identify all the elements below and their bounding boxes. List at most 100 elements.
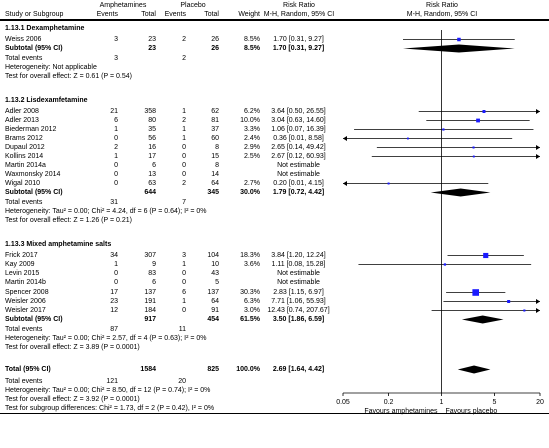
risk-ratio-ci: 3.84 [1.20, 12.24]: [271, 252, 326, 259]
total-events-row: Total events 87 11: [0, 325, 549, 334]
subtotal-total-amphetamines: 917: [144, 316, 156, 323]
total-amphetamines: 56: [148, 135, 156, 142]
subtotal-ci: 1.79 [0.72, 4.42]: [272, 189, 325, 196]
events-amphetamines: 34: [110, 252, 118, 259]
x-tick-label: 0.05: [336, 399, 350, 406]
subtotal-diamond: [402, 44, 515, 53]
events-placebo: 0: [182, 162, 186, 169]
events-placebo: 1: [182, 126, 186, 133]
total-events-amphetamines: 3: [114, 55, 118, 62]
risk-ratio-ci: 12.43 [0.74, 207.67]: [267, 307, 330, 314]
events-amphetamines: 23: [110, 298, 118, 305]
study-name: Martin 2014a: [5, 162, 46, 169]
study-name: Spencer 2008: [5, 289, 49, 296]
subtotal-diamond: [430, 188, 491, 197]
risk-ratio-ci: Not estimable: [277, 171, 320, 178]
study-name: Levin 2015: [5, 270, 40, 277]
overall-weight: 100.0%: [236, 366, 260, 373]
study-point: [472, 155, 475, 158]
total-placebo: 62: [211, 108, 219, 115]
weight: 6.3%: [244, 298, 260, 305]
weight: 2.5%: [244, 153, 260, 160]
study-point: [523, 309, 526, 312]
x-tick-label: 20: [536, 399, 544, 406]
table-row: Waxmonsky 2014 0 13 0 14 Not estimable: [0, 170, 549, 179]
weight: 8.5%: [244, 36, 260, 43]
heterogeneity-text: Heterogeneity: Tau² = 0.00; Chi² = 2.57,…: [5, 335, 207, 342]
overall-ci: 2.69 [1.64, 4.42]: [272, 366, 325, 373]
events-amphetamines: 1: [114, 153, 118, 160]
total-events-amphetamines: 31: [110, 199, 118, 206]
total-amphetamines: 16: [148, 144, 156, 151]
study-point: [482, 110, 486, 113]
events-amphetamines: 17: [110, 289, 118, 296]
overall-effect-text: Test for overall effect: Z = 1.26 (P = 0…: [5, 217, 132, 224]
total-placebo: 64: [211, 180, 219, 187]
study-point: [457, 37, 461, 42]
study-name: Adler 2013: [5, 117, 39, 124]
subgroup-title: 1.13.3 Mixed amphetamine salts: [5, 241, 112, 248]
total-events-row: Total events 31 7: [0, 198, 549, 207]
total-amphetamines: 307: [144, 252, 156, 259]
favours-placebo-label: Favours placebo: [446, 408, 498, 415]
risk-ratio-ci: 0.36 [0.01, 8.58]: [273, 135, 324, 142]
events-placebo: 1: [182, 135, 186, 142]
total-amphetamines: 63: [148, 180, 156, 187]
weight: 6.2%: [244, 108, 260, 115]
study-name: Biederman 2012: [5, 126, 57, 133]
risk-ratio-ci: 7.71 [1.06, 55.93]: [271, 298, 326, 305]
weight: 3.6%: [244, 261, 260, 268]
x-tick-label: 1: [440, 399, 444, 406]
risk-ratio-ci: 0.20 [0.01, 4.15]: [273, 180, 324, 187]
ci-right-arrow: [536, 299, 540, 304]
method-column-header: M-H, Random, 95% CI: [263, 11, 335, 18]
risk-ratio-chart-header: Risk Ratio: [426, 2, 458, 9]
study-point: [472, 289, 480, 296]
risk-ratio-ci: Not estimable: [277, 279, 320, 286]
events-placebo: 2: [182, 117, 186, 124]
ci-left-arrow: [343, 136, 347, 141]
footer-text: Test for subgroup differences: Chi² = 1.…: [5, 405, 215, 412]
subtotal-ci: 3.50 [1.86, 6.59]: [272, 316, 325, 323]
weight: 30.3%: [240, 289, 260, 296]
table-row: Brams 2012 0 56 1 60 2.4% 0.36 [0.01, 8.58]: [0, 134, 549, 143]
total-placebo: 91: [211, 307, 219, 314]
total-placebo: 5: [215, 279, 219, 286]
events-placebo: 0: [182, 153, 186, 160]
weight: 2.7%: [244, 180, 260, 187]
study-name: Kollins 2014: [5, 153, 44, 160]
subgroup-title: 1.13.2 Lisdexamfetamine: [5, 97, 88, 104]
total-amphetamines: 9: [152, 261, 156, 268]
risk-ratio-ci: Not estimable: [277, 270, 320, 277]
table-row: Kollins 2014 1 17 0 15 2.5% 2.67 [0.12, 60.93]: [0, 152, 549, 161]
risk-ratio-ci: 3.64 [0.50, 26.55]: [271, 108, 326, 115]
ci-left-arrow: [343, 181, 347, 186]
study-point: [406, 137, 409, 140]
total-placebo: 14: [211, 171, 219, 178]
total-events-label: Total events: [5, 378, 43, 385]
events-amphetamines: 6: [114, 117, 118, 124]
risk-ratio-ci: 1.70 [0.31, 9.27]: [273, 36, 324, 43]
events-placebo: 0: [182, 307, 186, 314]
study-point: [483, 252, 489, 259]
subtotal-label: Subtotal (95% CI): [5, 316, 63, 323]
study-name: Weisler 2006: [5, 298, 46, 305]
total-amphetamines: 13: [148, 171, 156, 178]
study-name: Kay 2009: [5, 261, 35, 268]
total-events-placebo: 7: [182, 199, 186, 206]
events1-column-header: Events: [96, 11, 118, 18]
heterogeneity-text: Heterogeneity: Tau² = 0.00; Chi² = 4.24,…: [5, 208, 207, 215]
total-placebo: 8: [215, 162, 219, 169]
heterogeneity-text: Heterogeneity: Not applicable: [5, 64, 97, 71]
total-amphetamines: 137: [144, 289, 156, 296]
overall-effect-text: Test for overall effect: Z = 3.89 (P = 0…: [5, 344, 140, 351]
events-amphetamines: 0: [114, 171, 118, 178]
events-placebo: 3: [182, 252, 186, 259]
table-row: Martin 2014b 0 6 0 5 Not estimable: [0, 278, 549, 287]
table-row: Weisler 2017 12 184 0 91 3.0% 12.43 [0.74, 207…: [0, 306, 549, 315]
total-events-label: Total events: [5, 326, 43, 333]
total-events-placebo: 20: [178, 378, 186, 385]
events-amphetamines: 21: [110, 108, 118, 115]
total-events-label: Total events: [5, 55, 43, 62]
